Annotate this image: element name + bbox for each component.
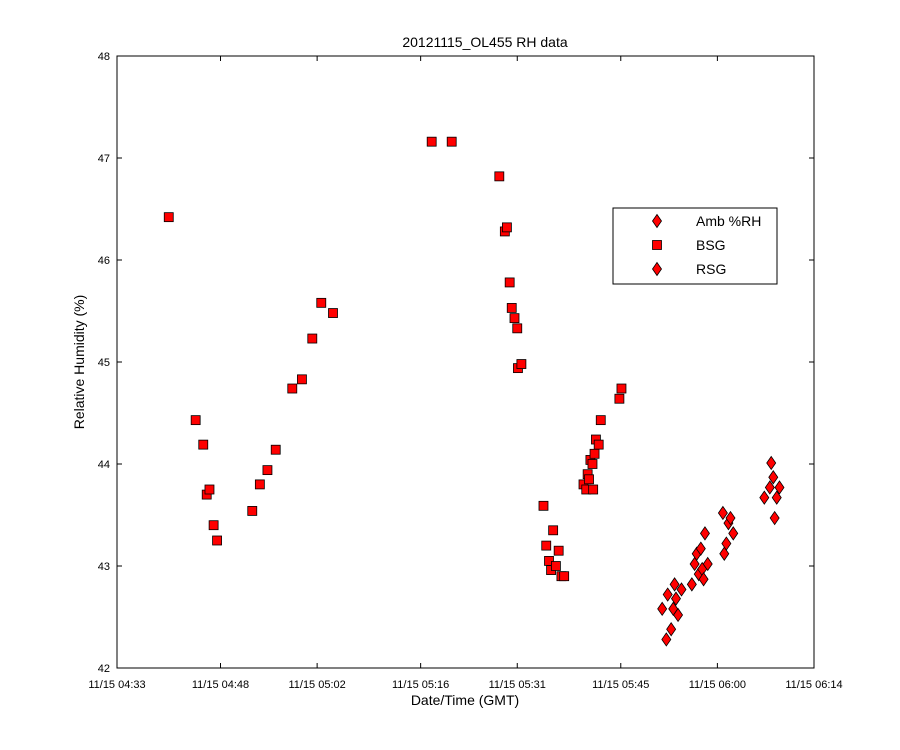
rsg-point [721,536,732,551]
rsg-point [771,490,782,505]
bsg-point [551,561,561,571]
rsg-point [699,526,710,541]
x-tick-label: 11/15 05:02 [288,679,345,691]
rsg-point [668,601,679,617]
bsg-point [328,308,338,318]
rsg-point [686,577,697,592]
bsg-point [446,136,457,147]
x-tick-label: 11/15 06:00 [689,679,746,691]
bsg-point [198,439,209,450]
rsg-point [669,577,680,592]
legend-label-amb-rh: Amb %RH [696,213,761,229]
bsg-point [208,520,219,531]
legend-box [612,207,778,285]
bsg-point [589,448,600,459]
bsg-point [163,212,174,223]
bsg-point [502,222,512,233]
rsg-point [666,622,677,637]
x-tick-label: 11/15 04:48 [192,679,249,691]
x-tick-label: 11/15 05:16 [392,679,449,691]
bsg-point [595,415,606,426]
bsg-point [538,500,549,511]
rsg-point [719,546,730,561]
y-tick-label: 46 [98,255,110,267]
bsg-point [254,479,265,490]
x-axis-ticks [116,56,815,668]
rsg-point [759,490,770,505]
bsg-point [307,333,318,344]
bsg-point [287,383,298,394]
bsg-point [553,545,564,556]
rsg-point [725,510,736,526]
rsg-point [662,587,673,602]
rsg-point [769,510,780,526]
y-tick-label: 42 [98,663,110,675]
bsg-point [204,484,215,495]
bsg-point [548,525,559,536]
bsg-point [614,393,625,404]
legend-marker-rsg [652,261,662,277]
bsg-point [509,313,520,324]
rsg-point [695,541,706,556]
legend-marker-bsg [652,240,662,250]
data-points [163,136,785,647]
y-tick-label: 47 [98,153,110,165]
x-axis-title: Date/Time (GMT) [411,692,519,708]
y-axis-ticks [117,55,814,669]
chart-title: 20121115_OL455 RH data [402,34,567,50]
y-tick-label: 48 [98,51,110,63]
bsg-point [588,484,599,495]
y-tick-label: 45 [98,357,110,369]
bsg-point [587,459,598,469]
legend-label-rsg: RSG [696,261,726,277]
y-tick-label: 44 [98,459,110,471]
bsg-point [247,506,258,516]
x-axis-tick-labels: 11/15 04:33 11/15 04:48 11/15 05:02 11/15 0… [88,679,842,691]
bsg-point [316,297,327,308]
rsg-point [717,505,728,521]
bsg-point [559,571,570,582]
bsg-point [270,444,281,455]
y-tick-label: 43 [98,561,110,573]
bsg-point [516,359,527,369]
rsg-point [728,526,739,541]
y-axis-tick-labels: 42 43 44 45 46 47 48 [98,51,110,675]
legend-label-bsg: BSG [696,237,726,253]
bsg-point [512,323,523,334]
bsg-point [584,474,594,485]
x-tick-label: 11/15 04:33 [88,679,145,691]
rsg-point [764,480,775,495]
bsg-point [541,540,552,551]
rsg-point [702,556,713,572]
bsg-point [190,415,201,426]
rsg-point [689,556,700,572]
bsg-point [506,303,517,313]
rsg-point [670,591,681,606]
bsg-point [212,535,222,546]
plot-area [116,55,815,669]
bsg-point [297,374,307,385]
rsg-point [774,480,785,495]
bsg-point [262,465,273,476]
x-tick-label: 11/15 05:45 [592,679,649,691]
x-tick-label: 11/15 05:31 [489,679,546,691]
rsg-point [766,455,777,471]
bsg-point [616,383,627,394]
x-tick-label: 11/15 06:14 [785,679,842,691]
rsg-point [768,470,779,485]
rsg-point [661,632,672,647]
bsg-point [494,171,505,182]
rsg-point [657,601,668,617]
rsg-point [673,607,684,623]
bsg-point [504,277,515,288]
legend-marker-amb-rh [652,213,662,229]
bsg-point [593,439,604,450]
rsg-point [676,582,687,597]
bsg-point [426,136,437,147]
rsg-point [698,572,709,587]
legend: Amb %RH BSG RSG [612,207,778,285]
y-axis-title: Relative Humidity (%) [71,295,87,430]
